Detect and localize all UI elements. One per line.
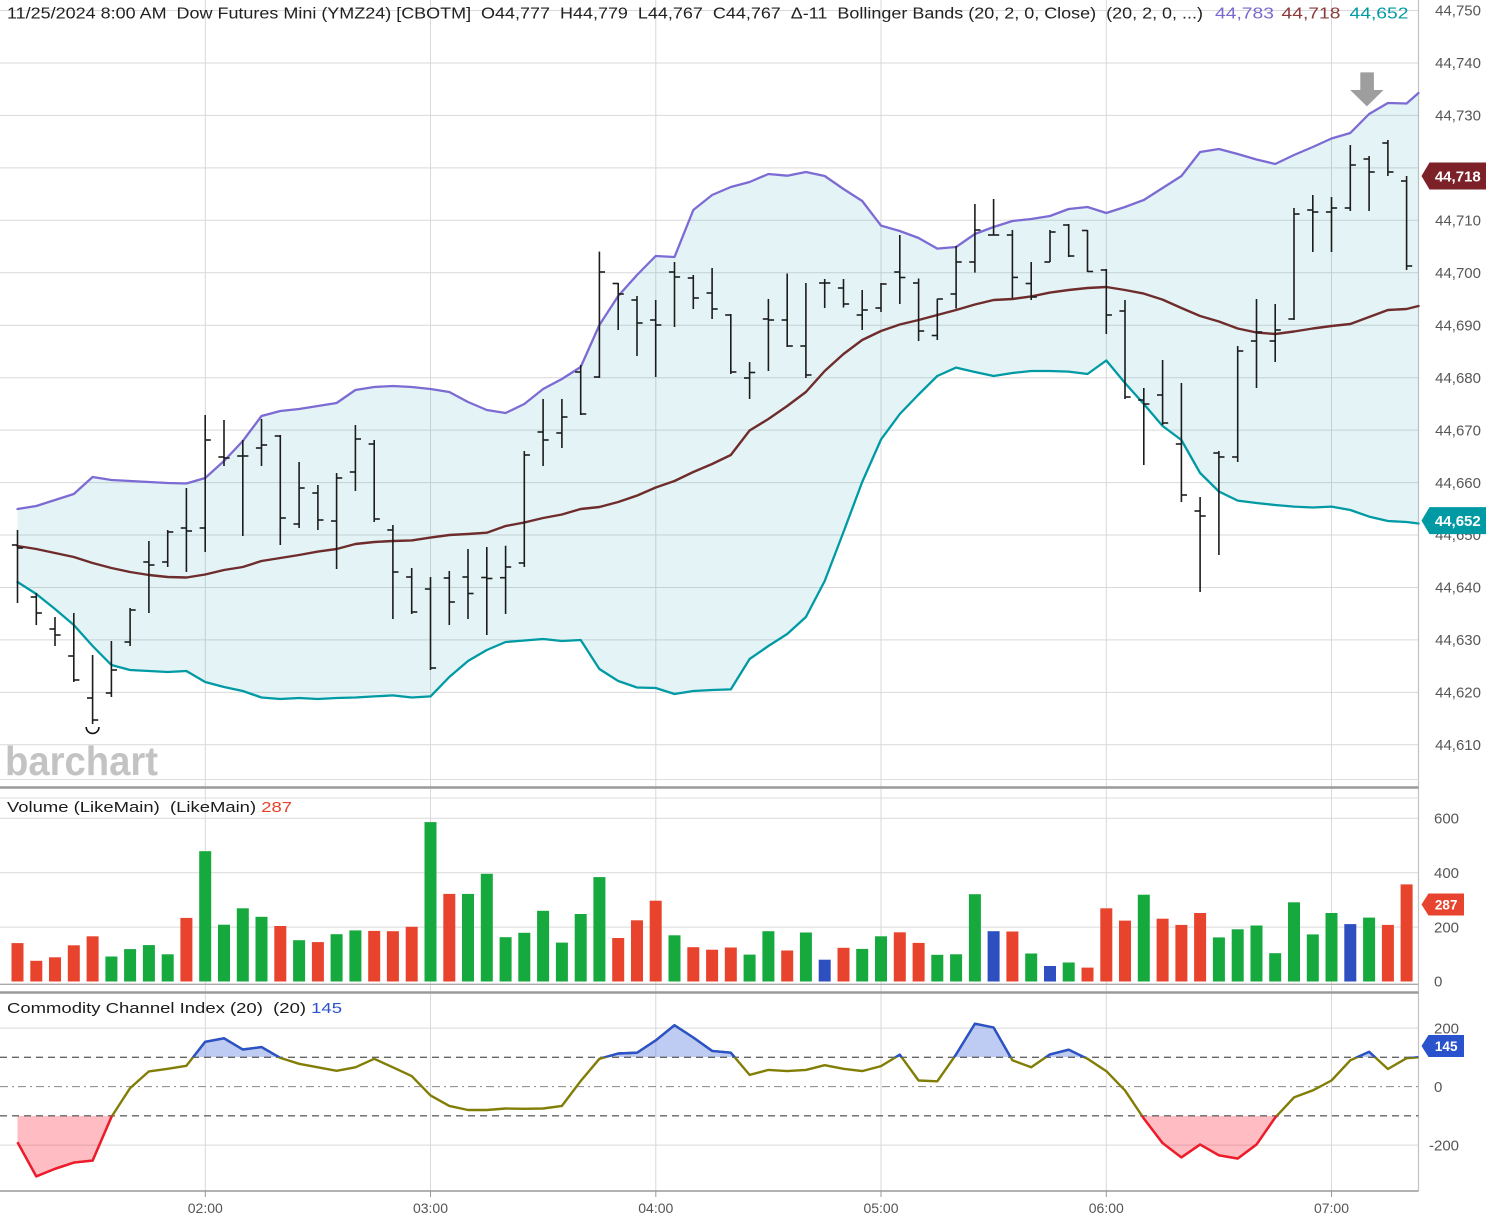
svg-text:04:00: 04:00 <box>638 1200 673 1216</box>
svg-text:200: 200 <box>1434 1020 1459 1037</box>
svg-text:03:00: 03:00 <box>413 1200 448 1216</box>
svg-text:05:00: 05:00 <box>863 1200 898 1216</box>
svg-text:44,652: 44,652 <box>1435 513 1481 530</box>
svg-text:-200: -200 <box>1429 1137 1459 1154</box>
svg-text:44,750: 44,750 <box>1435 3 1481 20</box>
svg-text:600: 600 <box>1434 811 1459 828</box>
svg-text:Commodity Channel Index (20): Commodity Channel Index (20) (20) 145 <box>7 1000 342 1017</box>
svg-text:44,700: 44,700 <box>1435 265 1481 282</box>
svg-text:0: 0 <box>1434 974 1442 991</box>
svg-text:11/25/2024 8:00 AM Dow Future: 11/25/2024 8:00 AM Dow Futures Mini (YMZ… <box>7 6 1203 23</box>
svg-text:400: 400 <box>1434 865 1459 882</box>
svg-text:44,660: 44,660 <box>1435 475 1481 492</box>
svg-text:44,670: 44,670 <box>1435 422 1481 439</box>
svg-text:02:00: 02:00 <box>188 1200 223 1216</box>
svg-text:06:00: 06:00 <box>1089 1200 1124 1216</box>
svg-text:07:00: 07:00 <box>1314 1200 1349 1216</box>
svg-text:44,730: 44,730 <box>1435 108 1481 125</box>
svg-text:44,710: 44,710 <box>1435 213 1481 230</box>
svg-text:44,620: 44,620 <box>1435 685 1481 702</box>
svg-text:barchart: barchart <box>5 738 158 784</box>
svg-text:44,690: 44,690 <box>1435 317 1481 334</box>
svg-text:44,718: 44,718 <box>1435 168 1481 185</box>
svg-text:44,640: 44,640 <box>1435 580 1481 597</box>
svg-text:44,740: 44,740 <box>1435 55 1481 72</box>
svg-text:Volume (LikeMain) (LikeMain): Volume (LikeMain) (LikeMain) 287 <box>7 799 292 816</box>
svg-text:44,783: 44,783 <box>1215 6 1274 23</box>
svg-text:44,630: 44,630 <box>1435 632 1481 649</box>
svg-text:145: 145 <box>1435 1039 1458 1054</box>
svg-text:287: 287 <box>1435 897 1458 912</box>
svg-text:44,610: 44,610 <box>1435 737 1481 754</box>
svg-text:44,680: 44,680 <box>1435 370 1481 387</box>
svg-text:44,652: 44,652 <box>1350 6 1409 23</box>
svg-text:200: 200 <box>1434 919 1459 936</box>
svg-text:44,718: 44,718 <box>1282 6 1341 23</box>
svg-text:0: 0 <box>1434 1079 1442 1096</box>
